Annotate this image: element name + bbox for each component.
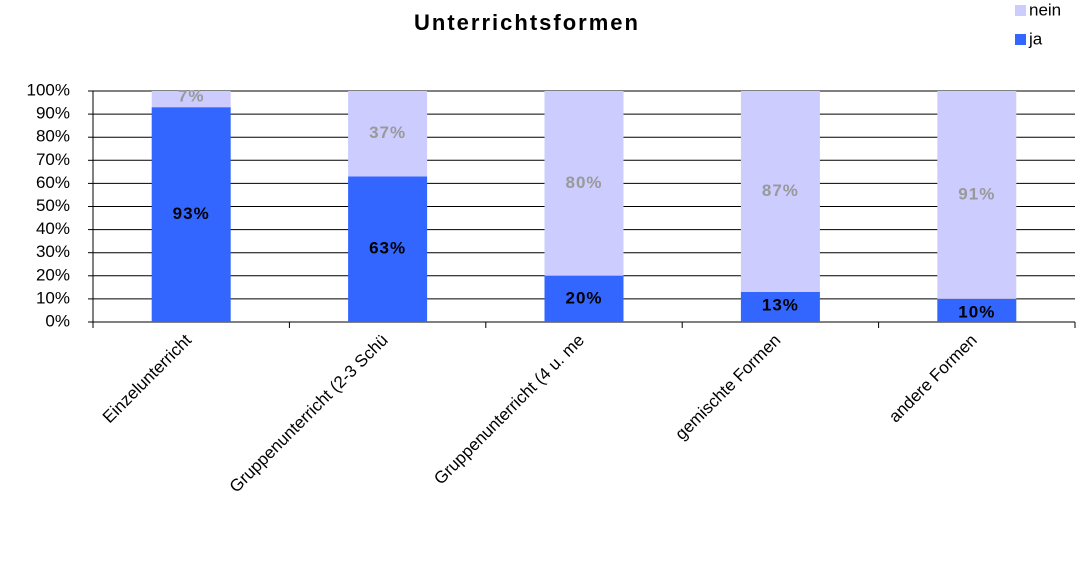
value-label: 10% [958, 302, 995, 321]
y-tick-label: 30% [36, 242, 70, 261]
y-tick-label: 80% [36, 127, 70, 146]
x-tick-label: Einzelunterricht [99, 330, 195, 426]
x-tick-label: gemischte Formen [671, 331, 784, 444]
legend-swatch [1015, 5, 1026, 16]
value-label: 87% [762, 181, 799, 200]
bar-segment [937, 91, 1017, 299]
legend-label: nein [1029, 0, 1061, 19]
value-label: 20% [565, 288, 602, 307]
legend-label: ja [1028, 29, 1043, 48]
bar-segment [151, 107, 231, 322]
value-label: 80% [565, 173, 602, 192]
bar-segment [544, 275, 624, 322]
value-label: 13% [762, 295, 799, 314]
bar-segment [740, 291, 820, 322]
bar-segment [544, 91, 624, 276]
y-tick-label: 100% [27, 80, 70, 99]
y-tick-label: 50% [36, 196, 70, 215]
y-tick-label: 60% [36, 173, 70, 192]
x-tick-label: Gruppenunterricht (2-3 Schü [226, 331, 392, 497]
y-tick-label: 40% [36, 219, 70, 238]
x-tick-label: Gruppenunterricht (4 u. me [430, 331, 588, 489]
y-tick-label: 20% [36, 265, 70, 284]
value-label: 93% [173, 204, 210, 223]
y-tick-label: 70% [36, 150, 70, 169]
chart-title: Unterrichtsformen [414, 10, 640, 35]
x-tick-label: andere Formen [885, 331, 981, 427]
value-label: 37% [369, 123, 406, 142]
bar-segment [348, 91, 428, 177]
bar-segment [937, 298, 1017, 322]
bar-segment [348, 176, 428, 322]
value-label: 63% [369, 239, 406, 258]
y-tick-label: 10% [36, 288, 70, 307]
bar-segment [740, 91, 820, 292]
value-label: 7% [178, 86, 205, 105]
bar-segment [151, 91, 231, 108]
value-label: 91% [958, 184, 995, 203]
y-tick-label: 0% [45, 311, 70, 330]
legend-swatch [1015, 34, 1026, 45]
y-tick-label: 90% [36, 104, 70, 123]
